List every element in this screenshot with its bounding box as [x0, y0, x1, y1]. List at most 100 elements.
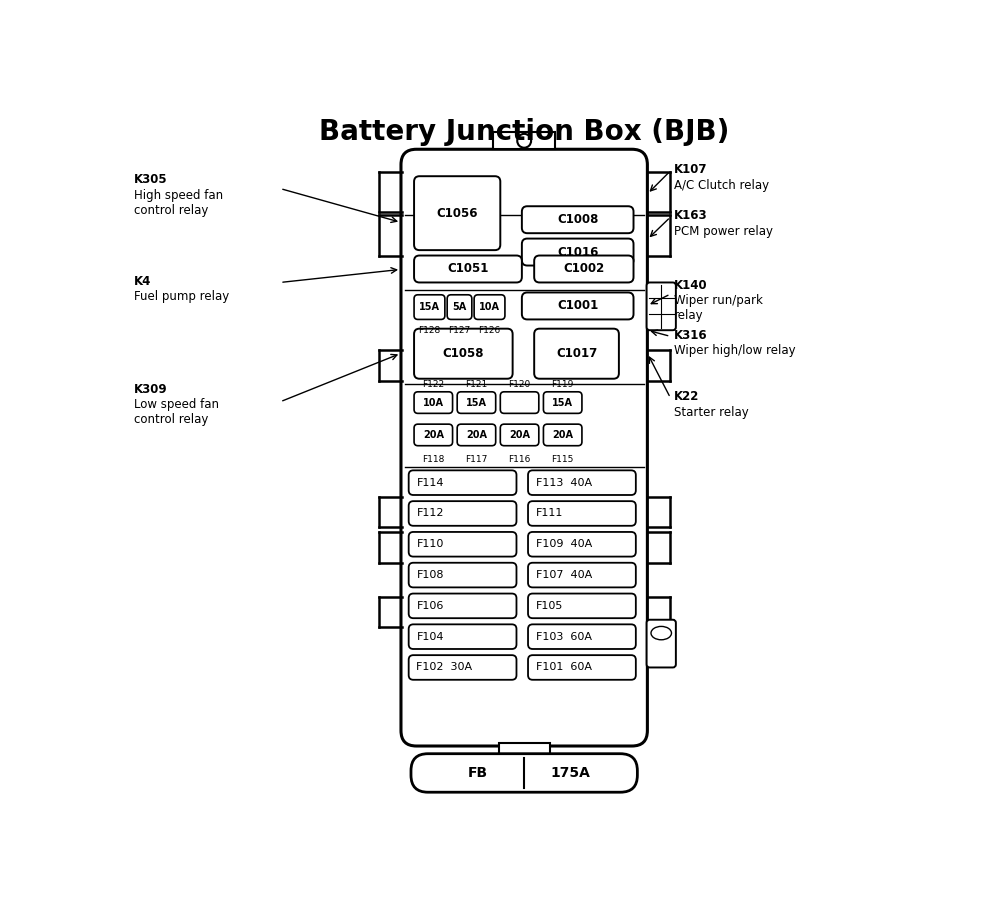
Text: K107: K107 — [675, 163, 708, 176]
Text: C1051: C1051 — [447, 262, 488, 275]
Text: F114: F114 — [416, 478, 443, 487]
Text: F119: F119 — [552, 379, 574, 389]
FancyBboxPatch shape — [408, 471, 517, 495]
Text: F109  40A: F109 40A — [536, 539, 592, 549]
Text: F105: F105 — [536, 601, 564, 611]
FancyBboxPatch shape — [535, 256, 634, 282]
Text: 20A: 20A — [553, 430, 574, 440]
Text: F117: F117 — [465, 455, 487, 464]
Text: 10A: 10A — [422, 398, 443, 408]
FancyBboxPatch shape — [414, 391, 452, 414]
FancyBboxPatch shape — [522, 238, 634, 266]
FancyBboxPatch shape — [500, 391, 539, 414]
Text: F112: F112 — [416, 509, 443, 519]
Text: C1008: C1008 — [557, 213, 599, 226]
FancyBboxPatch shape — [414, 176, 500, 250]
Text: 175A: 175A — [551, 766, 591, 780]
Text: K4: K4 — [134, 275, 151, 288]
FancyBboxPatch shape — [544, 391, 582, 414]
Text: Wiper run/park: Wiper run/park — [675, 294, 763, 307]
Text: High speed fan: High speed fan — [134, 188, 223, 201]
FancyBboxPatch shape — [474, 294, 505, 319]
Text: Battery Junction Box (BJB): Battery Junction Box (BJB) — [319, 118, 730, 147]
Text: FB: FB — [467, 766, 488, 780]
FancyBboxPatch shape — [408, 624, 517, 649]
Text: F118: F118 — [422, 455, 444, 464]
FancyBboxPatch shape — [647, 282, 676, 330]
FancyBboxPatch shape — [408, 563, 517, 587]
FancyBboxPatch shape — [544, 425, 582, 446]
Text: 15A: 15A — [419, 302, 440, 312]
Text: F102  30A: F102 30A — [416, 663, 472, 673]
FancyBboxPatch shape — [522, 293, 634, 319]
Bar — [498, 743, 550, 754]
Text: K140: K140 — [675, 279, 708, 292]
Text: Fuel pump relay: Fuel pump relay — [134, 290, 229, 303]
Text: C1001: C1001 — [558, 299, 599, 313]
Text: Starter relay: Starter relay — [675, 406, 749, 419]
FancyBboxPatch shape — [414, 425, 452, 446]
Text: K316: K316 — [675, 329, 708, 342]
Text: control relay: control relay — [134, 204, 208, 217]
Text: F110: F110 — [416, 539, 443, 549]
FancyBboxPatch shape — [408, 593, 517, 618]
Text: Wiper high/low relay: Wiper high/low relay — [675, 344, 796, 357]
Text: F116: F116 — [509, 455, 531, 464]
FancyBboxPatch shape — [457, 425, 495, 446]
FancyBboxPatch shape — [529, 593, 636, 618]
Text: A/C Clutch relay: A/C Clutch relay — [675, 178, 770, 191]
Text: F121: F121 — [465, 379, 487, 389]
FancyBboxPatch shape — [447, 294, 471, 319]
FancyBboxPatch shape — [408, 501, 517, 526]
Text: F104: F104 — [416, 631, 443, 641]
Text: Low speed fan: Low speed fan — [134, 398, 219, 411]
FancyBboxPatch shape — [529, 624, 636, 649]
Text: F120: F120 — [509, 379, 531, 389]
Text: F111: F111 — [536, 509, 564, 519]
Text: F107  40A: F107 40A — [536, 570, 592, 580]
Text: F126: F126 — [478, 326, 500, 335]
FancyBboxPatch shape — [529, 655, 636, 680]
FancyBboxPatch shape — [414, 294, 444, 319]
Text: F113  40A: F113 40A — [536, 478, 592, 487]
FancyBboxPatch shape — [529, 471, 636, 495]
Text: F115: F115 — [552, 455, 574, 464]
Text: K309: K309 — [134, 382, 167, 396]
FancyBboxPatch shape — [529, 532, 636, 557]
Text: 20A: 20A — [422, 430, 443, 440]
FancyBboxPatch shape — [647, 619, 676, 667]
FancyBboxPatch shape — [414, 329, 513, 378]
Text: K163: K163 — [675, 210, 708, 222]
Text: relay: relay — [675, 309, 704, 322]
FancyBboxPatch shape — [500, 425, 539, 446]
Ellipse shape — [651, 627, 672, 640]
Text: PCM power relay: PCM power relay — [675, 224, 774, 238]
Text: 15A: 15A — [553, 398, 574, 408]
Text: F127: F127 — [448, 326, 470, 335]
Text: 20A: 20A — [465, 430, 486, 440]
Text: F128: F128 — [418, 326, 440, 335]
Text: 20A: 20A — [510, 430, 531, 440]
Text: C1002: C1002 — [564, 262, 605, 275]
FancyBboxPatch shape — [401, 150, 648, 746]
FancyBboxPatch shape — [522, 206, 634, 234]
Text: 15A: 15A — [465, 398, 486, 408]
Text: C1017: C1017 — [556, 347, 598, 360]
Text: 10A: 10A — [479, 302, 500, 312]
Text: F106: F106 — [416, 601, 443, 611]
Text: K305: K305 — [134, 174, 167, 186]
Text: F122: F122 — [422, 379, 444, 389]
FancyBboxPatch shape — [535, 329, 619, 378]
Text: C1058: C1058 — [442, 347, 484, 360]
Text: C1056: C1056 — [436, 207, 477, 220]
FancyBboxPatch shape — [408, 532, 517, 557]
Bar — [493, 132, 555, 150]
Text: 5A: 5A — [452, 302, 466, 312]
Text: control relay: control relay — [134, 414, 208, 426]
Text: C1016: C1016 — [557, 246, 599, 258]
Text: F108: F108 — [416, 570, 443, 580]
Text: F103  60A: F103 60A — [536, 631, 592, 641]
FancyBboxPatch shape — [411, 754, 638, 792]
FancyBboxPatch shape — [529, 501, 636, 526]
FancyBboxPatch shape — [457, 391, 495, 414]
